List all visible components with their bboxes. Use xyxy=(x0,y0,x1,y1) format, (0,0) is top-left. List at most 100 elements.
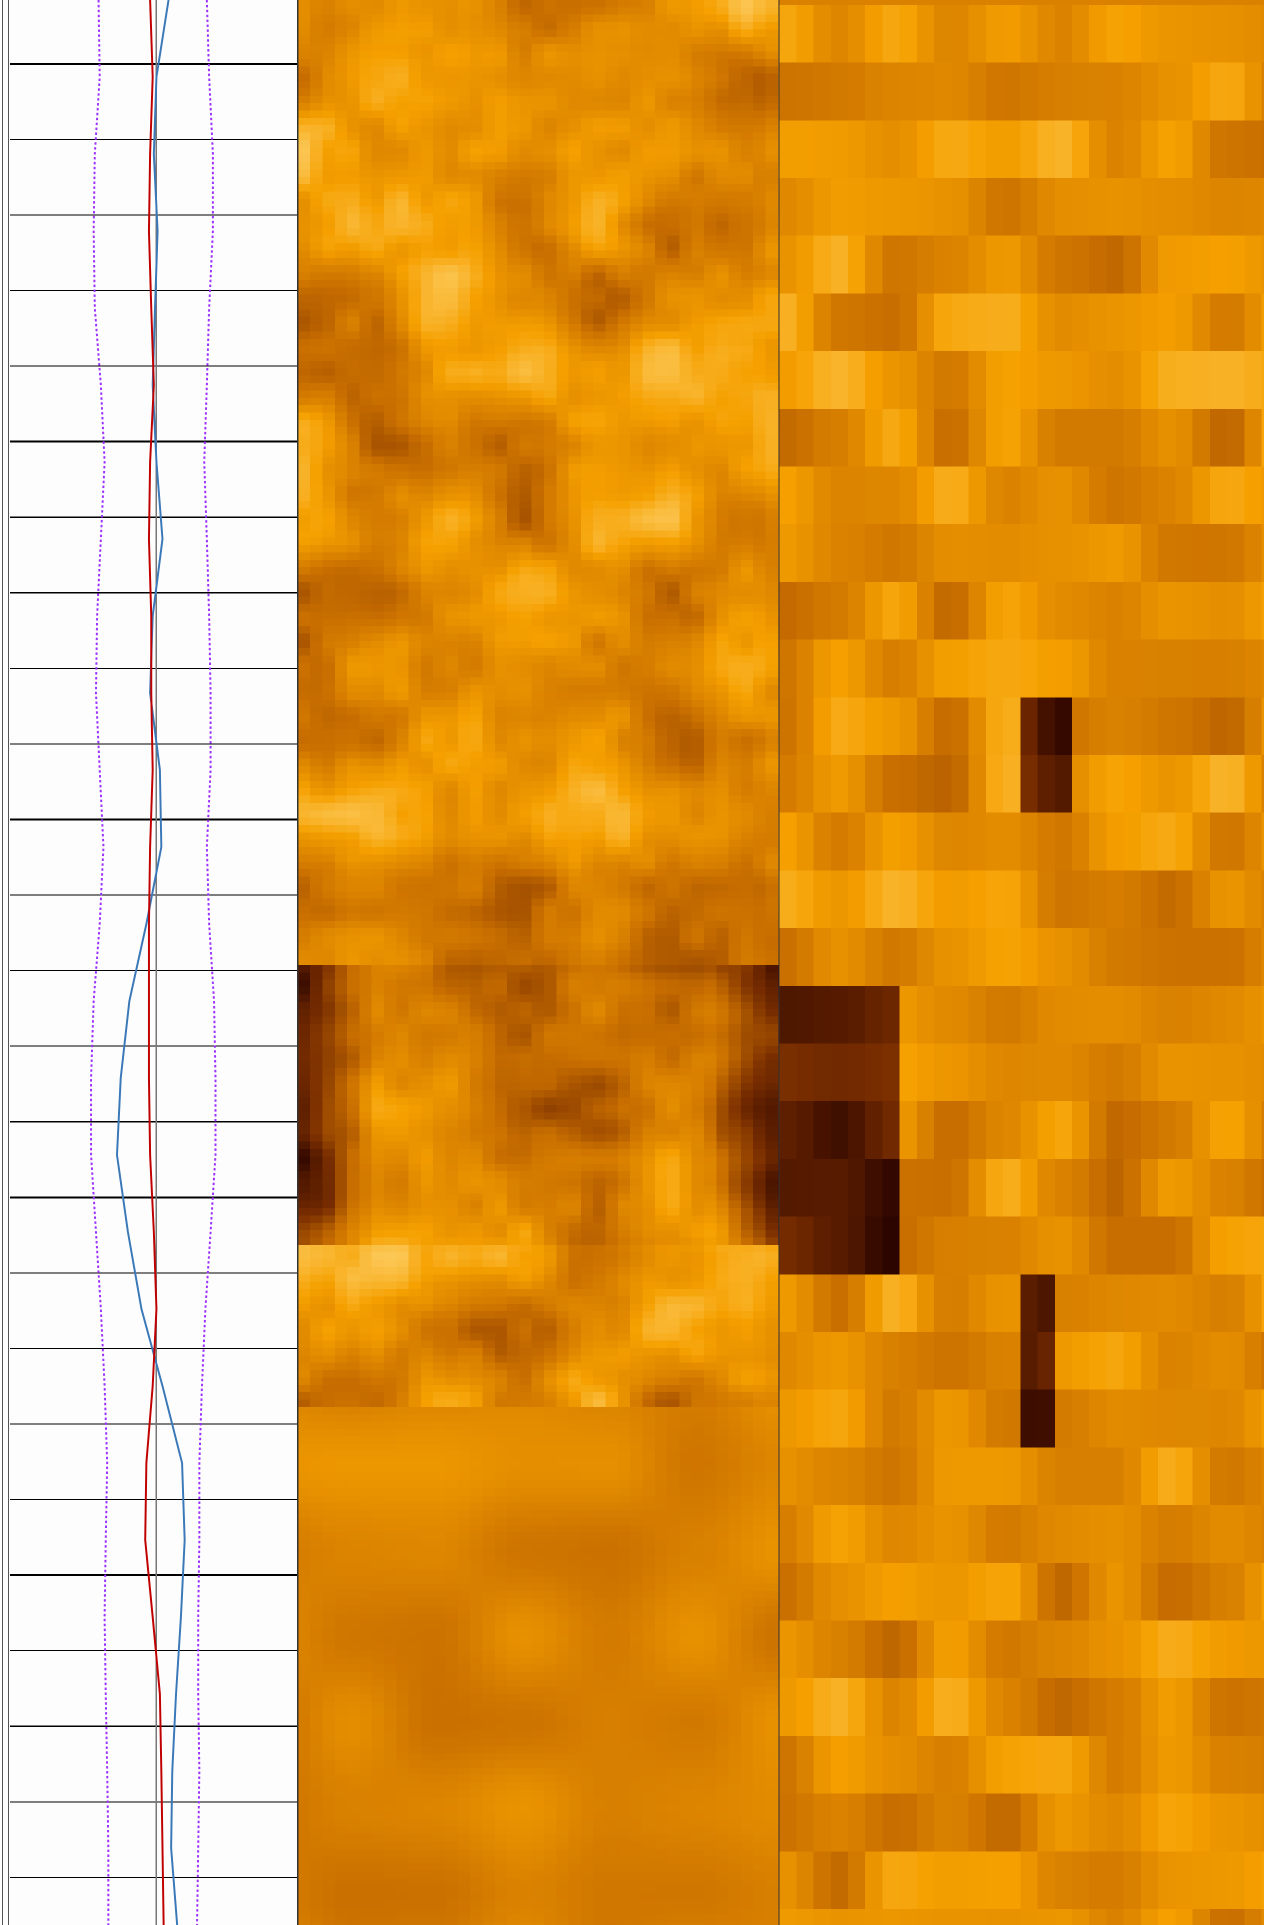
image-cell xyxy=(556,139,569,148)
image-cell xyxy=(654,58,668,67)
image-cell xyxy=(420,198,434,207)
image-cell xyxy=(371,817,384,825)
image-cell xyxy=(482,640,495,649)
image-cell xyxy=(667,861,680,870)
image-cell xyxy=(310,471,323,479)
image-cell xyxy=(667,353,680,361)
image-cell xyxy=(753,906,766,914)
image-cell xyxy=(334,714,348,722)
image-cell xyxy=(494,758,508,767)
image-cell xyxy=(445,383,458,391)
image-cell xyxy=(457,648,471,656)
image-cell xyxy=(445,213,458,221)
image-cell xyxy=(593,537,606,546)
image-cell xyxy=(408,147,421,155)
image-cell xyxy=(544,493,557,501)
image-cell xyxy=(740,861,754,870)
image-cell xyxy=(347,213,360,221)
image-cell xyxy=(728,795,741,803)
image-cell xyxy=(617,139,631,148)
image-cell xyxy=(642,847,655,855)
image-cell xyxy=(297,685,311,693)
image-cell xyxy=(433,508,446,516)
image-cell xyxy=(494,817,508,825)
image-cell xyxy=(384,640,397,649)
image-cell xyxy=(728,788,741,796)
image-cell xyxy=(482,213,495,221)
image-cell xyxy=(605,596,618,605)
image-cell xyxy=(593,559,606,568)
image-cell xyxy=(507,132,520,140)
image-cell xyxy=(580,825,594,833)
image-cell xyxy=(494,88,508,96)
image-cell xyxy=(519,441,532,450)
image-cell xyxy=(384,331,397,339)
image-cell xyxy=(667,545,680,553)
image-cell xyxy=(482,567,495,575)
image-cell xyxy=(457,449,471,457)
image-cell xyxy=(765,847,778,855)
image-cell xyxy=(347,825,360,833)
image-cell xyxy=(384,279,397,288)
image-cell xyxy=(605,677,618,686)
image-cell xyxy=(371,316,384,325)
image-cell xyxy=(568,176,581,185)
image-cell xyxy=(740,515,754,523)
image-cell xyxy=(667,847,680,855)
image-cell xyxy=(396,7,409,15)
image-cell xyxy=(617,898,631,907)
image-cell xyxy=(433,714,446,722)
image-cell xyxy=(556,449,569,457)
image-cell xyxy=(630,191,643,199)
image-cell xyxy=(482,441,495,450)
image-cell xyxy=(728,500,741,509)
image-cell xyxy=(519,316,532,325)
image-cell xyxy=(704,103,717,111)
image-cell xyxy=(470,22,483,30)
image-cell xyxy=(728,390,741,398)
image-cell xyxy=(322,692,335,700)
image-cell xyxy=(691,751,704,759)
image-cell xyxy=(716,58,729,67)
image-cell xyxy=(457,265,471,273)
image-cell xyxy=(519,125,532,133)
image-cell xyxy=(556,567,569,575)
image-cell xyxy=(482,154,495,163)
image-cell xyxy=(420,353,434,361)
image-cell xyxy=(297,228,311,236)
image-cell xyxy=(544,176,557,185)
image-cell xyxy=(396,847,409,855)
image-cell xyxy=(408,883,421,892)
image-cell xyxy=(297,191,311,199)
image-cell xyxy=(544,302,557,310)
image-cell xyxy=(617,176,631,185)
image-cell xyxy=(433,368,446,376)
image-cell xyxy=(642,552,655,560)
image-cell xyxy=(371,220,384,229)
image-cell xyxy=(654,139,668,148)
image-cell xyxy=(445,360,458,369)
image-cell xyxy=(654,383,668,391)
image-cell xyxy=(630,139,643,148)
image-cell xyxy=(482,493,495,501)
image-cell xyxy=(371,302,384,310)
image-cell xyxy=(642,773,655,781)
image-cell xyxy=(765,265,778,273)
image-cell xyxy=(433,449,446,457)
image-cell xyxy=(531,567,544,575)
image-cell xyxy=(433,162,446,170)
image-cell xyxy=(593,419,606,428)
image-cell xyxy=(482,854,495,862)
image-cell xyxy=(531,235,544,244)
image-cell xyxy=(457,228,471,236)
image-cell xyxy=(310,412,323,420)
image-cell xyxy=(679,0,692,8)
image-cell xyxy=(704,611,717,619)
image-cell xyxy=(457,692,471,700)
image-cell xyxy=(396,596,409,605)
image-cell xyxy=(470,567,483,575)
image-cell xyxy=(347,699,360,708)
image-cell xyxy=(359,611,372,619)
image-cell xyxy=(605,169,618,177)
image-cell xyxy=(347,729,360,737)
